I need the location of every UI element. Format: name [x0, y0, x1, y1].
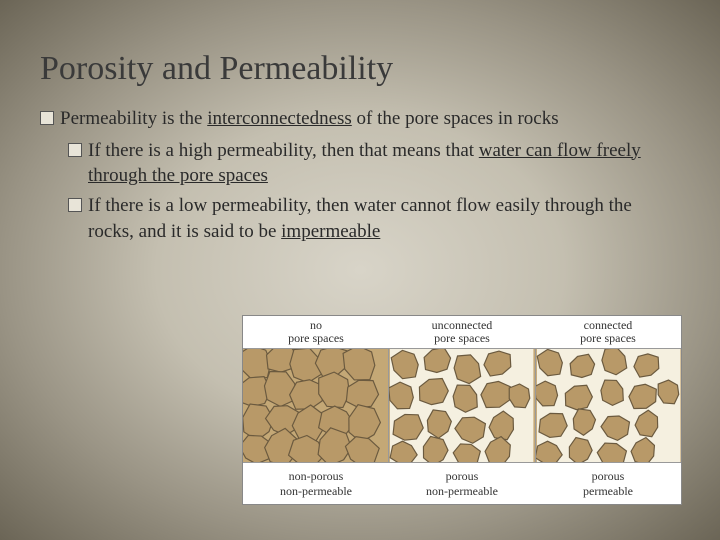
bullet-main-post: of the pore spaces in rocks — [352, 108, 559, 129]
grains-svg-3 — [536, 349, 681, 462]
bullet-main-underline: interconnectedness — [207, 108, 352, 129]
bullet-sub1-pre: If there is a high permeability, then th… — [88, 140, 479, 161]
bot-label-2: porousnon-permeable — [389, 463, 535, 504]
top-label-2: unconnectedpore spaces — [389, 316, 535, 348]
panel-porous-nonpermeable — [389, 349, 535, 462]
bullet-icon — [68, 143, 82, 157]
porosity-diagram: nopore spaces unconnectedpore spaces con… — [242, 315, 682, 505]
bot-label-1: non-porousnon-permeable — [243, 463, 389, 504]
top-label-3: connectedpore spaces — [535, 316, 681, 348]
bullet-main-pre: Permeability is the — [60, 108, 207, 129]
grains-svg-2 — [389, 349, 534, 462]
bullet-main: Permeability is the interconnectedness o… — [40, 106, 680, 132]
bullet-sub2-underline: impermeable — [281, 221, 380, 242]
grains-svg-1 — [243, 349, 388, 462]
bot-label-3: porouspermeable — [535, 463, 681, 504]
bullet-icon — [68, 198, 82, 212]
bullet-icon — [40, 111, 54, 125]
top-label-1: nopore spaces — [243, 316, 389, 348]
bullet-sub2: If there is a low permeability, then wat… — [40, 193, 680, 244]
panel-porous-permeable — [536, 349, 681, 462]
slide-body: Permeability is the interconnectedness o… — [40, 106, 680, 244]
panel-nonporous — [243, 349, 389, 462]
diagram-panels — [243, 348, 681, 463]
diagram-top-labels: nopore spaces unconnectedpore spaces con… — [243, 316, 681, 348]
bullet-sub1: If there is a high permeability, then th… — [40, 138, 680, 189]
diagram-bottom-labels: non-porousnon-permeable porousnon-permea… — [243, 463, 681, 504]
slide-title: Porosity and Permeability — [40, 50, 680, 88]
